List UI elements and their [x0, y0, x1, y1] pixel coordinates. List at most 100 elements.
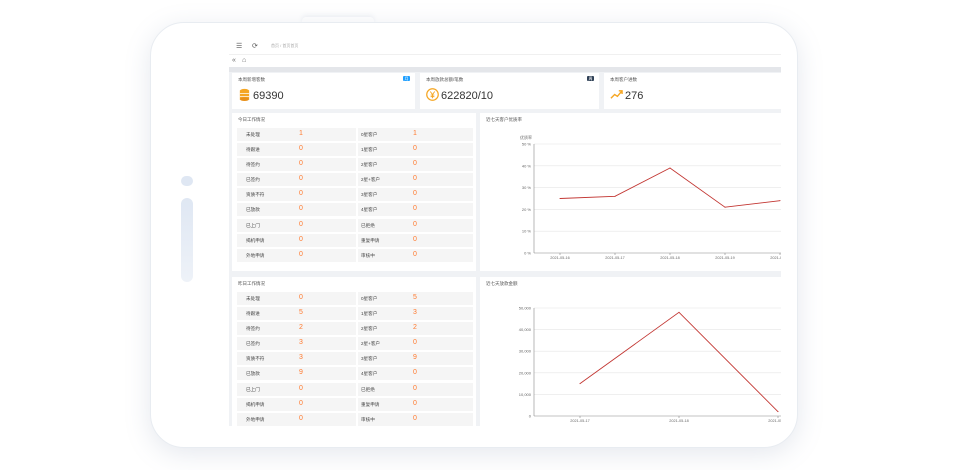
status-cell: 已放款 9: [237, 367, 356, 381]
star-cell: 4星客户 0: [358, 203, 473, 217]
data-point: [614, 195, 616, 197]
star-count[interactable]: 1: [413, 130, 417, 137]
status-cell: 资质不符 3: [237, 352, 356, 366]
status-cell: 已签约 3: [237, 337, 356, 351]
star-count[interactable]: 0: [413, 399, 417, 407]
yesterday-work-grid: 未处理 0 0星客户 5 待跟进 5 1星客户 3 待签约 2 2星客户 2 已签约 3 2星+客户 0 资质不…: [237, 292, 473, 426]
star-count[interactable]: 0: [413, 384, 417, 392]
tabs-back-icon[interactable]: «: [232, 57, 236, 64]
stat-card: 本周放款总额/笔数 周 622820/10: [420, 73, 599, 109]
star-count[interactable]: 9: [413, 354, 417, 362]
star-count[interactable]: 0: [413, 220, 417, 228]
refresh-icon[interactable]: ⟳: [252, 43, 258, 50]
star-label: 2星+客户: [361, 341, 381, 347]
stat-value: 69390: [253, 90, 284, 102]
star-count[interactable]: 0: [413, 250, 417, 258]
status-cell: 待跟进 5: [237, 307, 356, 321]
x-tick-label: 2021-05-18: [660, 256, 679, 260]
data-point: [678, 311, 680, 313]
status-cell: 待签约 2: [237, 322, 356, 336]
status-count[interactable]: 0: [299, 145, 303, 153]
star-label: 2星客户: [361, 162, 378, 168]
table-row: 资质不符 0 3星客户 0: [237, 188, 473, 202]
star-label: 3星客户: [361, 192, 378, 198]
star-cell: 已拒绝 0: [358, 218, 473, 232]
star-cell: 3星客户 9: [358, 352, 473, 366]
y-tick-label: 40,000: [519, 327, 532, 332]
star-count[interactable]: 3: [413, 309, 417, 317]
star-count[interactable]: 5: [413, 294, 417, 301]
x-tick-label: 2021-05-20: [770, 256, 781, 260]
coins-icon: [238, 88, 251, 101]
star-cell: 已拒绝 0: [358, 382, 473, 396]
star-count[interactable]: 0: [413, 175, 417, 183]
yesterday-work-panel: 昨日工作情况 未处理 0 0星客户 5 待跟进 5 1星客户 3 待签约 2 2星客户 2 已签约 3 2星…: [232, 277, 476, 426]
tab-bar: « ⌂: [229, 54, 781, 67]
stat-value: 622820/10: [441, 90, 493, 102]
y-tick-label: 40 %: [522, 163, 532, 168]
status-count[interactable]: 0: [299, 399, 303, 407]
status-count[interactable]: 2: [299, 324, 303, 332]
status-count[interactable]: 0: [299, 235, 303, 243]
status-count[interactable]: 0: [299, 160, 303, 168]
home-tab-icon[interactable]: ⌂: [242, 57, 247, 64]
status-count[interactable]: 0: [299, 205, 303, 213]
star-count[interactable]: 2: [413, 324, 417, 332]
status-label: 已上门: [246, 222, 260, 228]
y-tick-label: 50 %: [522, 142, 532, 147]
star-label: 1星客户: [361, 311, 378, 317]
status-count[interactable]: 3: [299, 354, 303, 362]
data-point: [669, 167, 671, 169]
star-label: 2星客户: [361, 326, 378, 332]
status-count[interactable]: 0: [299, 175, 303, 183]
status-cell: 待签约 0: [237, 158, 356, 172]
star-cell: 重复申请 0: [358, 233, 473, 247]
status-count[interactable]: 3: [299, 339, 303, 347]
status-label: 未处理: [246, 296, 260, 301]
table-row: 已签约 0 2星+客户 0: [237, 173, 473, 187]
yuan-icon: [426, 88, 439, 101]
dashboard-screen: ☰ ⟳ 首页 / 首页首页 « ⌂ 本周新增客数 月 69390 本周放款总额/笔数 周…: [229, 40, 781, 426]
status-cell: 已放款 0: [237, 203, 356, 217]
y-tick-label: 30,000: [519, 349, 532, 354]
status-cell: 未处理 1: [237, 128, 356, 141]
y-tick-label: 0 %: [524, 251, 531, 256]
star-count[interactable]: 0: [413, 145, 417, 153]
table-row: 已上门 0 已拒绝 0: [237, 218, 473, 232]
menu-icon[interactable]: ☰: [236, 43, 243, 50]
star-count[interactable]: 0: [413, 414, 417, 422]
table-row: 已放款 0 4星客户 0: [237, 203, 473, 217]
table-row: 已上门 0 已拒绝 0: [237, 382, 473, 396]
status-count[interactable]: 0: [299, 294, 303, 301]
star-count[interactable]: 0: [413, 339, 417, 347]
status-count[interactable]: 1: [299, 130, 303, 137]
side-bar: [181, 198, 193, 282]
status-count[interactable]: 0: [299, 414, 303, 422]
star-cell: 重复申请 0: [358, 397, 473, 411]
table-row: 揭机申请 0 重复申请 0: [237, 397, 473, 411]
status-count[interactable]: 9: [299, 369, 303, 377]
star-cell: 2星客户 0: [358, 158, 473, 172]
status-count[interactable]: 5: [299, 309, 303, 317]
star-label: 已拒绝: [361, 222, 375, 228]
status-cell: 已上门 0: [237, 382, 356, 396]
status-label: 已签约: [246, 177, 260, 183]
trend-icon: [610, 88, 623, 101]
today-work-panel: 今日工作情况 未处理 1 0星客户 1 待跟进 0 1星客户 0 待签约 0 2星客户 0 已签约 0 2星…: [232, 113, 476, 271]
star-count[interactable]: 0: [413, 235, 417, 243]
status-cell: 资质不符 0: [237, 188, 356, 202]
star-count[interactable]: 0: [413, 205, 417, 213]
star-count[interactable]: 0: [413, 190, 417, 198]
star-count[interactable]: 0: [413, 369, 417, 377]
status-label: 资质不符: [246, 192, 265, 198]
status-label: 待签约: [246, 326, 260, 332]
y-tick-label: 30 %: [522, 185, 532, 190]
status-count[interactable]: 0: [299, 384, 303, 392]
x-tick-label: 2021-05-18: [669, 419, 688, 423]
status-count[interactable]: 0: [299, 250, 303, 258]
star-count[interactable]: 0: [413, 160, 417, 168]
chart-title: 近七天客户优质率: [486, 117, 522, 122]
quality-rate-chart-panel: 近七天客户优质率 0 % 10 % 20 % 30 % 40 % 50 % 优质率 2021-…: [480, 113, 781, 271]
status-count[interactable]: 0: [299, 190, 303, 198]
status-count[interactable]: 0: [299, 220, 303, 228]
